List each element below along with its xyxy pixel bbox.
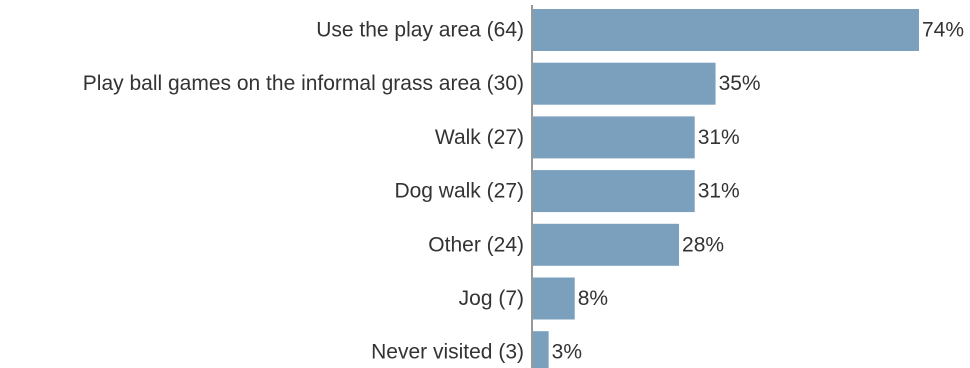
category-label-5: Jog (7)	[459, 287, 524, 310]
category-label-4: Other (24)	[428, 233, 524, 256]
bar-2	[533, 116, 695, 159]
bar-4	[533, 223, 680, 266]
category-label-2: Walk (27)	[435, 126, 524, 149]
value-label-2: 31%	[698, 126, 740, 149]
bar-0	[533, 9, 919, 51]
bar-6	[533, 331, 549, 368]
value-labels-group: 74% 35% 31% 31% 28% 8% 3%	[552, 19, 964, 364]
category-label-3: Dog walk (27)	[394, 180, 524, 203]
value-label-3: 31%	[698, 180, 740, 203]
bar-5	[533, 277, 575, 320]
category-label-1: Play ball games on the informal grass ar…	[83, 72, 524, 95]
value-label-4: 28%	[682, 233, 724, 256]
value-label-6: 3%	[552, 341, 582, 364]
bar-3	[533, 170, 695, 213]
category-label-0: Use the play area (64)	[316, 19, 524, 42]
bars-group	[533, 9, 919, 368]
category-label-6: Never visited (3)	[371, 341, 524, 364]
bar-1	[533, 62, 716, 105]
value-label-1: 35%	[719, 72, 761, 95]
value-label-0: 74%	[922, 19, 964, 42]
value-label-5: 8%	[578, 287, 608, 310]
category-labels-group: Use the play area (64) Play ball games on…	[83, 19, 524, 364]
